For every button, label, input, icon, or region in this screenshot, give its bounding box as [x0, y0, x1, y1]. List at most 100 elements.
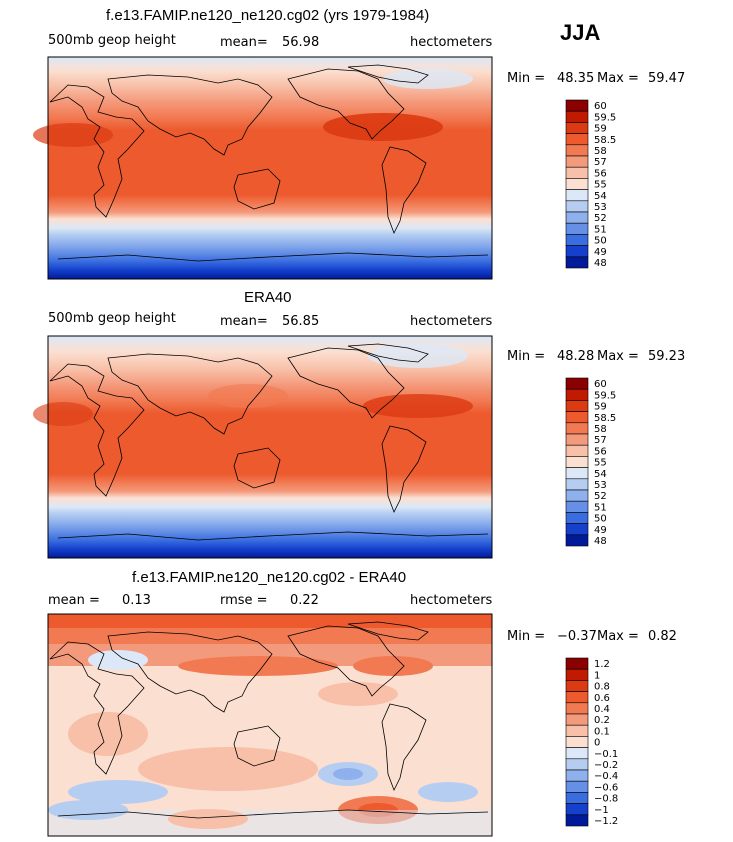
colorbar-tick-label: 59 — [594, 402, 607, 413]
colorbar-tick-label: 48 — [594, 258, 607, 269]
colorbar-swatch — [565, 523, 589, 536]
panel3-colorbar: 1.210.80.60.40.20.10−0.1−0.2−0.4−0.6−0.8… — [565, 657, 618, 827]
colorbar-swatch — [565, 680, 589, 692]
colorbar-tick-label: 60 — [594, 101, 607, 112]
colorbar-swatch — [565, 422, 589, 435]
panel2-title: ERA40 — [244, 289, 292, 306]
panel1-min-value: 48.35 — [557, 71, 595, 86]
colorbar-swatch — [565, 747, 589, 760]
colorbar-swatch — [565, 178, 589, 190]
colorbar-tick-label: 55 — [594, 458, 607, 469]
panel1-max-label: Max = — [597, 71, 639, 86]
colorbar-tick-label: −1 — [594, 805, 609, 816]
colorbar-tick-label: 59.5 — [594, 390, 616, 401]
colorbar-tick-label: 52 — [594, 491, 607, 502]
colorbar-swatch — [565, 814, 589, 827]
panel2-min-label: Min = — [507, 349, 546, 364]
colorbar-tick-label: 56 — [594, 168, 607, 179]
colorbar-tick-label: 58 — [594, 146, 607, 157]
colorbar-swatch — [565, 668, 589, 681]
colorbar-tick-label: 49 — [594, 247, 607, 258]
panel2-min-value: 48.28 — [557, 349, 595, 364]
colorbar-swatch — [565, 411, 589, 424]
panel1-mean-value: 56.98 — [282, 35, 320, 50]
panel3-rmse-label: rmse = — [220, 593, 268, 608]
colorbar-tick-label: 58.5 — [594, 135, 616, 146]
colorbar-tick-label: 57 — [594, 435, 607, 446]
colorbar-tick-label: 0 — [594, 738, 600, 749]
colorbar-tick-label: 0.6 — [594, 693, 610, 704]
colorbar-swatch — [565, 110, 589, 123]
colorbar-swatch — [565, 534, 589, 547]
panel3-map — [47, 613, 493, 837]
colorbar-swatch — [565, 99, 589, 112]
colorbar-swatch — [565, 433, 589, 446]
colorbar-swatch — [565, 444, 589, 457]
colorbar-tick-label: 53 — [594, 202, 607, 213]
colorbar-swatch — [565, 769, 589, 782]
colorbar-tick-label: −0.2 — [594, 760, 618, 771]
panel1-min-label: Min = — [507, 71, 546, 86]
panel2-max-value: 59.23 — [648, 349, 686, 364]
panel3-min-label: Min = — [507, 629, 546, 644]
panel3-title: f.e13.FAMIP.ne120_ne120.cg02 - ERA40 — [132, 569, 407, 586]
colorbar-swatch — [565, 500, 589, 513]
colorbar-tick-label: 52 — [594, 213, 607, 224]
colorbar-swatch — [565, 256, 589, 269]
colorbar-swatch — [565, 512, 589, 524]
panel1-map — [33, 56, 493, 280]
panel3-max-value: 0.82 — [648, 629, 677, 644]
colorbar-swatch — [565, 758, 589, 771]
colorbar-tick-label: −0.6 — [594, 782, 618, 793]
colorbar-swatch — [565, 211, 589, 224]
colorbar-tick-label: 1 — [594, 670, 600, 681]
colorbar-tick-label: 50 — [594, 236, 607, 247]
colorbar-tick-label: 59.5 — [594, 112, 616, 123]
colorbar-swatch — [565, 713, 589, 726]
panel2-field-label: 500mb geop height — [48, 311, 176, 326]
colorbar-tick-label: 51 — [594, 502, 607, 513]
panel3-min-value: −0.37 — [557, 629, 597, 644]
colorbar-tick-label: 53 — [594, 480, 607, 491]
colorbar-swatch — [565, 144, 589, 157]
colorbar-swatch — [565, 222, 589, 235]
panel1-mean-label: mean= — [220, 35, 268, 50]
colorbar-tick-label: −0.8 — [594, 794, 618, 805]
colorbar-tick-label: 58.5 — [594, 413, 616, 424]
colorbar-swatch — [565, 155, 589, 168]
colorbar-swatch — [565, 133, 589, 146]
colorbar-swatch — [565, 234, 589, 246]
colorbar-tick-label: 54 — [594, 469, 607, 480]
colorbar-swatch — [565, 657, 589, 670]
colorbar-swatch — [565, 724, 589, 737]
season-label: JJA — [560, 20, 601, 45]
panel1-units: hectometers — [410, 35, 493, 50]
colorbar-tick-label: −0.1 — [594, 749, 618, 760]
colorbar-tick-label: −1.2 — [594, 816, 618, 827]
panel2-mean-label: mean= — [220, 314, 268, 329]
colorbar-swatch — [565, 122, 589, 134]
colorbar-swatch — [565, 467, 589, 480]
panel3-mean-label: mean = — [48, 593, 100, 608]
panel1-max-value: 59.47 — [648, 71, 686, 86]
colorbar-tick-label: 0.2 — [594, 715, 610, 726]
colorbar-swatch — [565, 388, 589, 401]
colorbar-tick-label: 51 — [594, 224, 607, 235]
panel1-field-label: 500mb geop height — [48, 33, 176, 48]
colorbar-tick-label: 1.2 — [594, 659, 610, 670]
panel2-units: hectometers — [410, 314, 493, 329]
colorbar-tick-label: 0.8 — [594, 682, 610, 693]
colorbar-tick-label: 59 — [594, 124, 607, 135]
colorbar-swatch — [565, 780, 589, 793]
panel3-mean-value: 0.13 — [122, 593, 151, 608]
colorbar-swatch — [565, 377, 589, 390]
colorbar-tick-label: 57 — [594, 157, 607, 168]
panel3-rmse-value: 0.22 — [290, 593, 319, 608]
colorbar-tick-label: 50 — [594, 514, 607, 525]
colorbar-tick-label: 48 — [594, 536, 607, 547]
colorbar-tick-label: 54 — [594, 191, 607, 202]
colorbar-tick-label: 49 — [594, 525, 607, 536]
colorbar-swatch — [565, 792, 589, 804]
